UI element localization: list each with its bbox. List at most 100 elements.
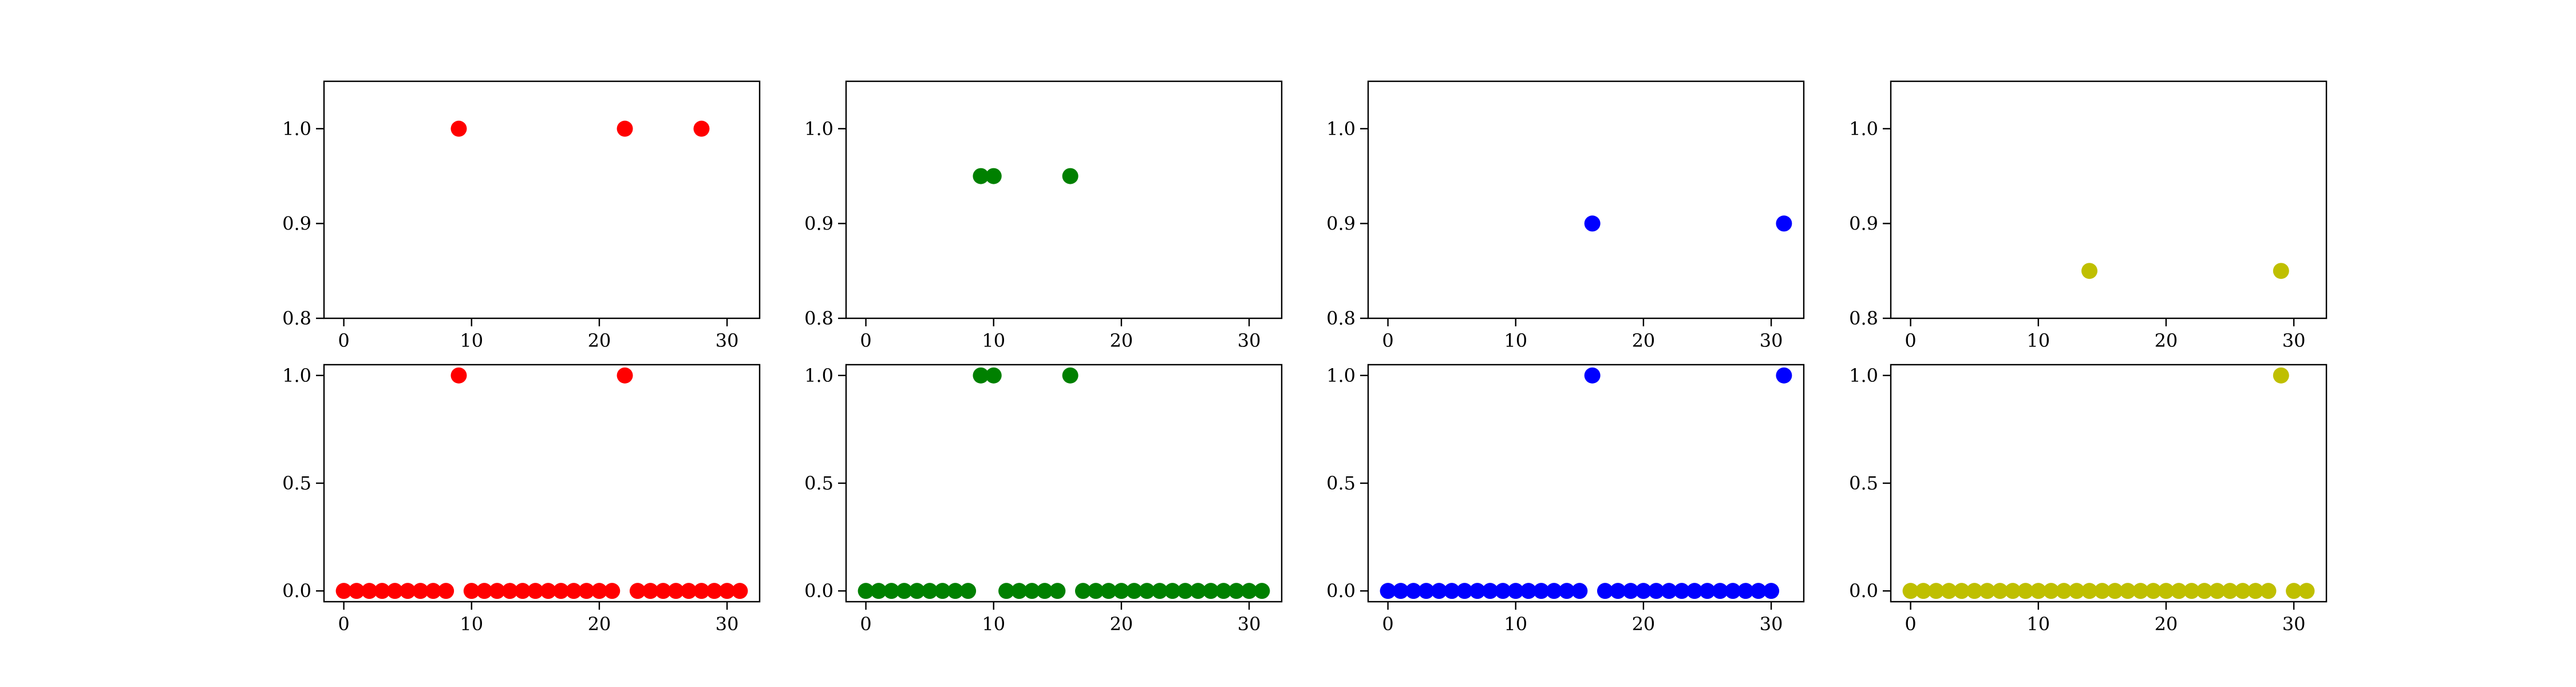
y-tick-label: 1.0 [804,365,833,386]
data-point [960,583,977,599]
y-tick-label: 0.8 [804,307,833,329]
data-point [883,583,900,599]
data-point [1661,583,1677,599]
data-point [2081,583,2098,599]
axes-frame [1890,364,2328,603]
data-point [1024,583,1040,599]
x-tick-label: 30 [1760,330,1783,352]
data-point [1610,583,1626,599]
data-point [1763,583,1780,599]
data-point [1431,583,1447,599]
data-point [642,583,659,599]
data-point [1584,367,1601,384]
data-point [425,583,441,599]
x-tick-label: 0 [1905,330,1916,352]
y-tick-label: 1.0 [804,118,833,140]
data-point [1520,583,1537,599]
data-point [374,583,390,599]
y-tick-label: 1.0 [282,118,311,140]
x-tick-label: 10 [460,330,483,352]
y-tick-label: 1.0 [1849,365,1878,386]
y-tick-label: 0.0 [804,580,833,602]
data-point [732,583,748,599]
data-point [908,583,925,599]
data-point [1392,583,1409,599]
x-tick-label: 10 [2026,330,2050,352]
data-point [1011,583,1028,599]
data-point [2298,583,2315,599]
data-point [451,120,467,137]
subplot-4: 0 10 20 30 0.8 0.9 1.0 [1849,80,2328,352]
data-point [1444,583,1460,599]
data-point [2068,583,2085,599]
data-point [1966,583,1983,599]
subplot-3: 0 10 20 30 0.8 0.9 1.0 [1326,80,1805,352]
data-point [1241,583,1258,599]
axes-frame [323,80,761,319]
x-tick-label: 20 [1632,330,1656,352]
data-point [1648,583,1665,599]
data-point [1597,583,1613,599]
data-point [1941,583,1957,599]
x-tick-label: 10 [1504,330,1527,352]
data-point [629,583,646,599]
data-point [934,583,951,599]
subplot-1: 0 10 20 30 0.8 0.9 1.0 [282,80,761,352]
axes-frame [1890,80,2328,319]
data-point [361,583,378,599]
subplot-2: 0 10 20 30 0.8 0.9 1.0 [804,80,1283,352]
data-point [870,583,887,599]
x-tick-label: 0 [1382,613,1393,635]
data-point [947,583,963,599]
data-point [1380,583,1396,599]
y-tick-label: 0.0 [1326,580,1356,602]
data-point [1712,583,1728,599]
data-point [1074,583,1091,599]
x-tick-label: 20 [588,330,611,352]
y-tick-label: 1.0 [282,365,311,386]
x-tick-label: 0 [338,613,349,635]
x-tick-label: 10 [1504,613,1527,635]
data-point [617,367,633,384]
data-point [2273,367,2289,384]
data-point [348,583,365,599]
x-tick-label: 10 [982,330,1005,352]
data-point [681,583,697,599]
data-point [1622,583,1639,599]
data-point [2030,583,2046,599]
data-point [1203,583,1219,599]
data-point [617,120,633,137]
data-point [1139,583,1155,599]
data-point [1482,583,1499,599]
data-point [2183,583,2200,599]
data-point [2107,583,2123,599]
data-point [2196,583,2212,599]
data-point [2209,583,2226,599]
x-tick-label: 30 [2282,330,2306,352]
x-tick-label: 20 [2155,330,2178,352]
data-point [2132,583,2149,599]
data-point [566,583,582,599]
data-point [973,168,989,184]
data-point [552,583,569,599]
x-tick-label: 0 [1905,613,1916,635]
data-point [1405,583,1422,599]
data-point [2286,583,2302,599]
y-tick-label: 0.0 [1849,580,1878,602]
data-point [386,583,403,599]
data-point [2158,583,2174,599]
y-tick-label: 0.5 [282,472,311,494]
data-point [2145,583,2162,599]
x-tick-label: 30 [716,613,739,635]
data-point [693,583,710,599]
x-tick-label: 20 [588,613,611,635]
axes-frame [1367,80,1805,319]
data-point [1507,583,1524,599]
data-point [1571,583,1588,599]
data-point [2234,583,2251,599]
y-tick-label: 0.9 [804,212,833,234]
data-point [1228,583,1244,599]
data-point [463,583,480,599]
data-point [2273,263,2289,279]
data-point [1725,583,1741,599]
